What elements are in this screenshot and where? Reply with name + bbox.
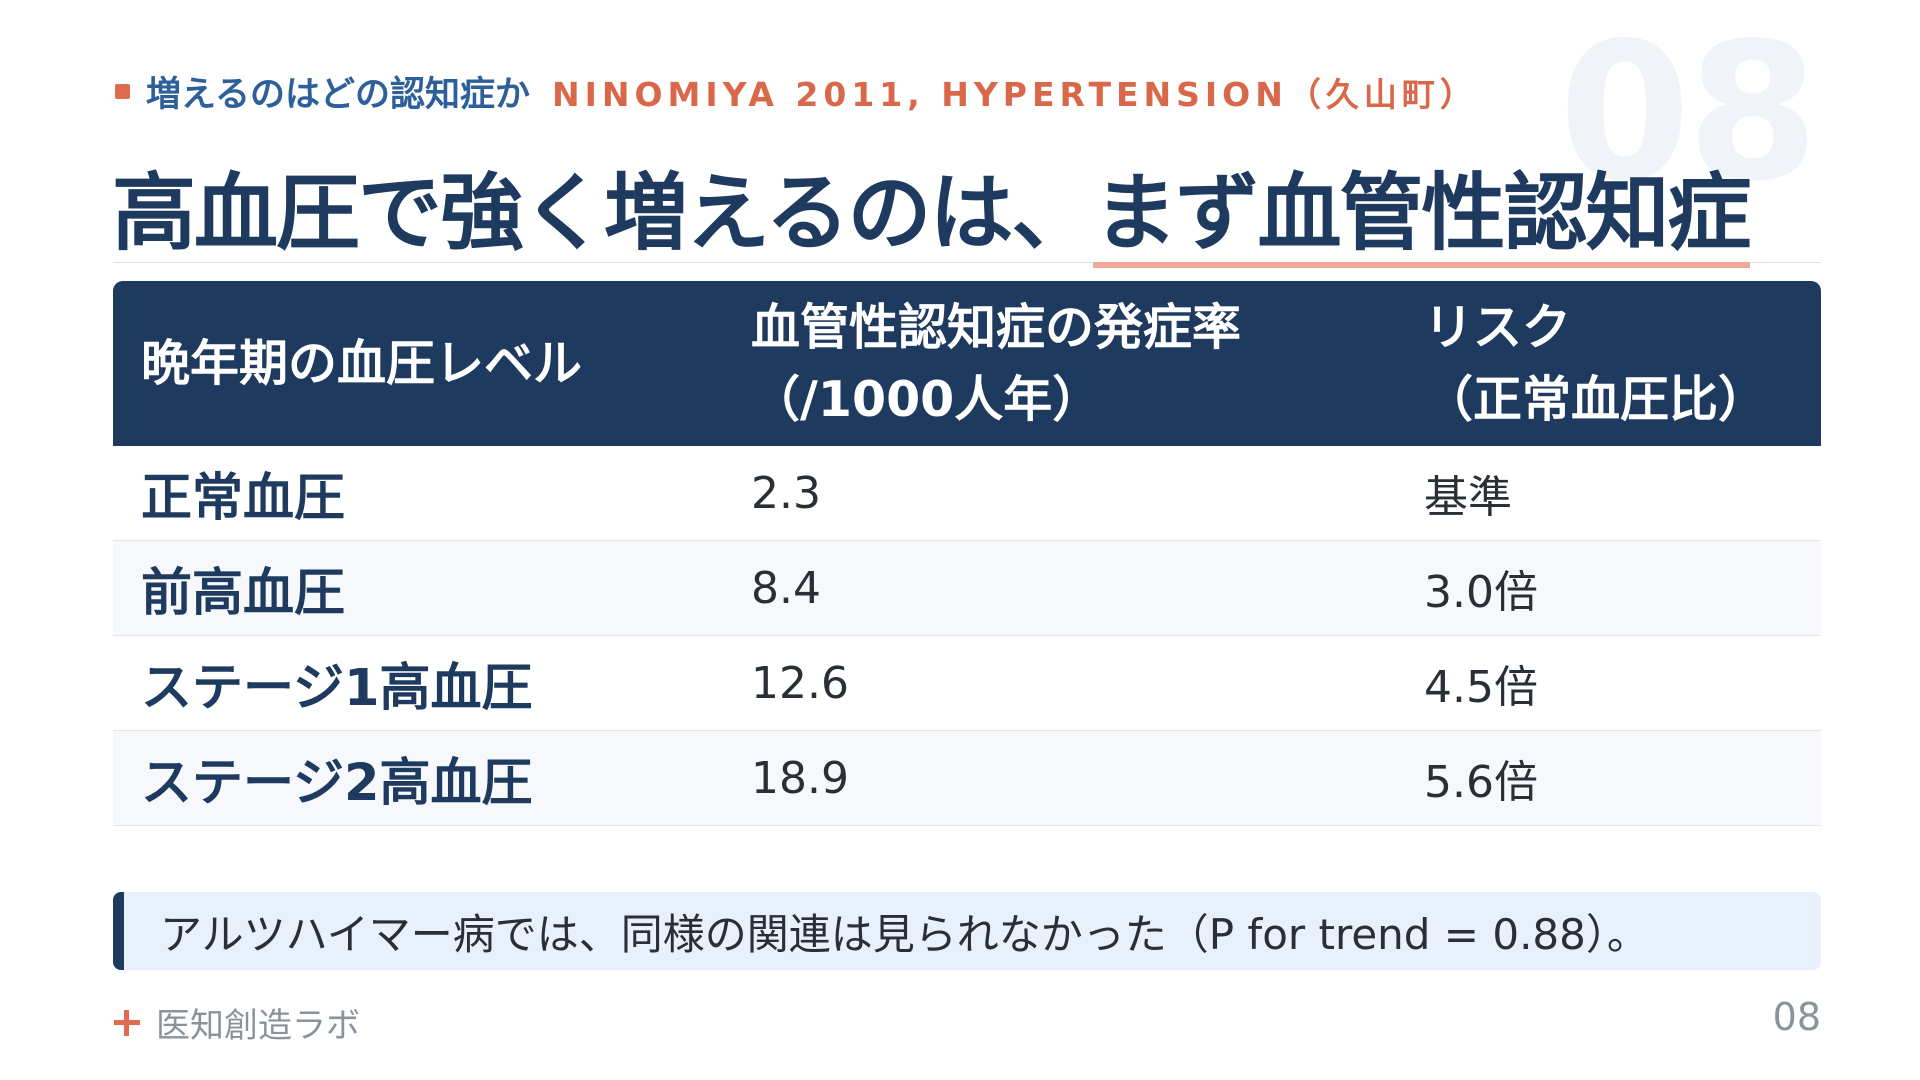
kicker-source: NINOMIYA 2011, HYPERTENSION（久山町） [551,74,1478,114]
table-row: ステージ2高血圧 18.9 5.6倍 [113,731,1821,826]
row-rate: 12.6 [751,657,849,709]
row-rate: 8.4 [751,562,821,614]
kicker: 増えるのはどの認知症か NINOMIYA 2011, HYPERTENSION（… [115,66,1478,117]
header-level: 晩年期の血圧レベル [141,334,583,392]
note-accent-bar [113,892,124,970]
note-callout: アルツハイマー病では、同様の関連は見られなかった（P for trend = 0… [113,892,1821,970]
footer-brand: 医知創造ラボ [114,998,360,1047]
table-row: ステージ1高血圧 12.6 4.5倍 [113,636,1821,731]
background-slide-number: 08 [1558,2,1819,223]
data-table: 晩年期の血圧レベル 血管性認知症の発症率 （/1000人年） リスク （正常血圧… [113,281,1821,826]
header-rate: 血管性認知症の発症率 （/1000人年） [751,298,1242,428]
page-number: 08 [1772,995,1821,1039]
kicker-topic: 増えるのはどの認知症か [146,75,530,115]
row-risk: 5.6倍 [1424,757,1538,808]
table-row: 正常血圧 2.3 基準 [113,446,1821,541]
title-divider [113,262,1821,263]
plus-icon [114,1009,140,1036]
square-bullet-icon [115,84,130,99]
row-risk: 4.5倍 [1424,662,1538,713]
title-highlight: まず血管性認知症 [1093,164,1752,268]
row-risk: 基準 [1424,472,1512,523]
row-risk: 3.0倍 [1424,567,1538,618]
row-level: ステージ2高血圧 [141,754,533,813]
row-level: 前高血圧 [141,564,346,623]
row-rate: 2.3 [751,467,821,519]
page-title: 高血圧で強く増えるのは、まず血管性認知症 [112,146,1752,268]
table-row: 前高血圧 8.4 3.0倍 [113,541,1821,636]
header-risk: リスク （正常血圧比） [1424,298,1768,428]
brand-name: 医知創造ラボ [156,1006,360,1046]
table-header: 晩年期の血圧レベル 血管性認知症の発症率 （/1000人年） リスク （正常血圧… [113,281,1821,446]
note-text: アルツハイマー病では、同様の関連は見られなかった（P for trend = 0… [160,909,1649,959]
row-rate: 18.9 [751,752,849,804]
row-level: ステージ1高血圧 [141,659,533,718]
title-main: 高血圧で強く増えるのは、 [112,164,1095,262]
row-level: 正常血圧 [141,469,346,528]
